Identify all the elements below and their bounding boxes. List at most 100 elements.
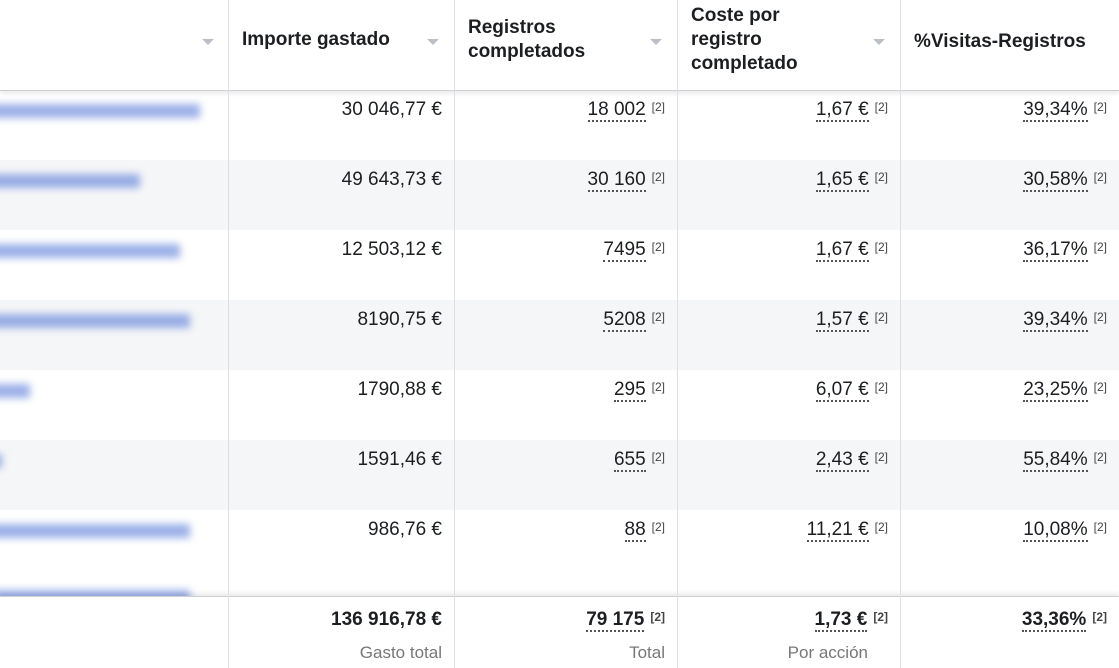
total-cell: 33,36% [2] — [900, 609, 1107, 632]
cell-value: 295 — [613, 379, 646, 402]
cell-value: 88 — [624, 519, 646, 542]
footnote: [2] — [651, 100, 665, 114]
row-background — [0, 440, 1119, 510]
footnote: [2] — [874, 240, 888, 254]
blurred-name — [0, 454, 2, 468]
column-divider — [454, 0, 455, 668]
cell-value: 6,07 € — [815, 379, 869, 402]
table-cell: 12 503,12 € — [228, 239, 442, 261]
table-cell: 655 [2] — [454, 449, 665, 472]
table-cell: 10,08% [2] — [900, 519, 1107, 542]
table-cell: 88 [2] — [454, 519, 665, 542]
cell-value: 18 002 — [587, 99, 646, 122]
blurred-name — [0, 244, 180, 258]
sort-arrow[interactable] — [202, 39, 214, 45]
footnote: [2] — [873, 610, 888, 624]
cell-value: 30 160 — [587, 169, 646, 192]
table-cell: 30 046,77 € — [228, 99, 442, 121]
column-divider — [228, 0, 229, 668]
table-cell: 39,34% [2] — [900, 309, 1107, 332]
header-row — [0, 0, 1119, 91]
table-cell: 55,84% [2] — [900, 449, 1107, 472]
cell-value: 12 503,12 € — [341, 239, 442, 260]
footnote: [2] — [1093, 450, 1107, 464]
footnote: [2] — [1093, 310, 1107, 324]
cell-value: 1790,88 € — [357, 379, 442, 400]
footnote: [2] — [1093, 170, 1107, 184]
column-header[interactable]: Coste por registro completado — [691, 5, 798, 74]
footnote: [2] — [651, 240, 665, 254]
total-value: 1,73 € — [814, 609, 868, 632]
footnote: [2] — [651, 310, 665, 324]
cell-value: 8190,75 € — [357, 309, 442, 330]
table-cell: 23,25% [2] — [900, 379, 1107, 402]
cell-value: 39,34% — [1023, 309, 1088, 332]
table-cell: 295 [2] — [454, 379, 665, 402]
footnote: [2] — [1092, 610, 1107, 624]
row-background — [0, 300, 1119, 370]
cell-value: 49 643,73 € — [341, 169, 442, 190]
blurred-name — [0, 524, 190, 538]
cell-value: 10,08% — [1023, 519, 1088, 542]
sort-arrow[interactable] — [650, 39, 662, 45]
table-cell: 30 160 [2] — [454, 169, 665, 192]
table-cell: 36,17% [2] — [900, 239, 1107, 262]
table-cell: 11,21 € [2] — [677, 519, 888, 542]
blurred-name — [0, 384, 30, 398]
total-value: 79 175 — [586, 609, 645, 632]
footnote: [2] — [651, 520, 665, 534]
column-divider — [900, 0, 901, 668]
cell-value: 39,34% — [1023, 99, 1088, 122]
cell-value: 1,57 € — [815, 309, 869, 332]
sort-arrow[interactable] — [427, 39, 439, 45]
footer-row — [0, 596, 1119, 668]
total-value: 33,36% — [1021, 609, 1087, 632]
footnote: [2] — [1093, 520, 1107, 534]
table-cell: 2,43 € [2] — [677, 449, 888, 472]
table-cell: 1790,88 € — [228, 379, 442, 401]
cell-value: 11,21 € — [806, 519, 869, 542]
footnote: [2] — [874, 520, 888, 534]
column-header[interactable]: Registros completados — [468, 17, 586, 62]
cell-value: 30,58% — [1023, 169, 1088, 192]
cell-value: 55,84% — [1023, 449, 1088, 472]
footnote: [2] — [874, 170, 888, 184]
cell-value: 30 046,77 € — [341, 99, 442, 120]
table-cell: 49 643,73 € — [228, 169, 442, 191]
column-divider — [677, 0, 678, 668]
column-header[interactable]: Importe gastado — [242, 29, 390, 50]
footnote: [2] — [1093, 100, 1107, 114]
column-header[interactable]: %Visitas-Registros — [914, 31, 1086, 52]
table-cell: 1,57 € [2] — [677, 309, 888, 332]
table-cell: 30,58% [2] — [900, 169, 1107, 192]
footnote: [2] — [874, 100, 888, 114]
cell-value: 1,67 € — [815, 99, 869, 122]
cell-value: 986,76 € — [368, 519, 442, 540]
cell-value: 36,17% — [1023, 239, 1088, 262]
cell-value: 2,43 € — [815, 449, 869, 472]
table-cell: 1,65 € [2] — [677, 169, 888, 192]
cell-value: 1591,46 € — [357, 449, 442, 470]
cell-value: 5208 — [603, 309, 646, 332]
row-background — [0, 160, 1119, 230]
table-cell: 7495 [2] — [454, 239, 665, 262]
footnote: [2] — [874, 450, 888, 464]
sort-arrow[interactable] — [873, 39, 885, 45]
footnote: [2] — [1093, 380, 1107, 394]
total-cell: 79 175 [2] — [454, 609, 665, 632]
footnote: [2] — [874, 380, 888, 394]
footnote: [2] — [651, 170, 665, 184]
total-label: Total — [629, 643, 665, 662]
table-cell: 5208 [2] — [454, 309, 665, 332]
footnote: [2] — [651, 450, 665, 464]
total-value: 136 916,78 € — [331, 609, 442, 630]
footnote: [2] — [650, 610, 665, 624]
total-label: Gasto total — [359, 643, 442, 662]
cell-value: 1,67 € — [815, 239, 869, 262]
row-background — [0, 580, 1119, 596]
blurred-name — [0, 314, 190, 328]
total-label: Por acción — [787, 643, 868, 662]
table-cell: 1,67 € [2] — [677, 239, 888, 262]
cell-value: 655 — [613, 449, 646, 472]
cell-value: 7495 — [603, 239, 646, 262]
